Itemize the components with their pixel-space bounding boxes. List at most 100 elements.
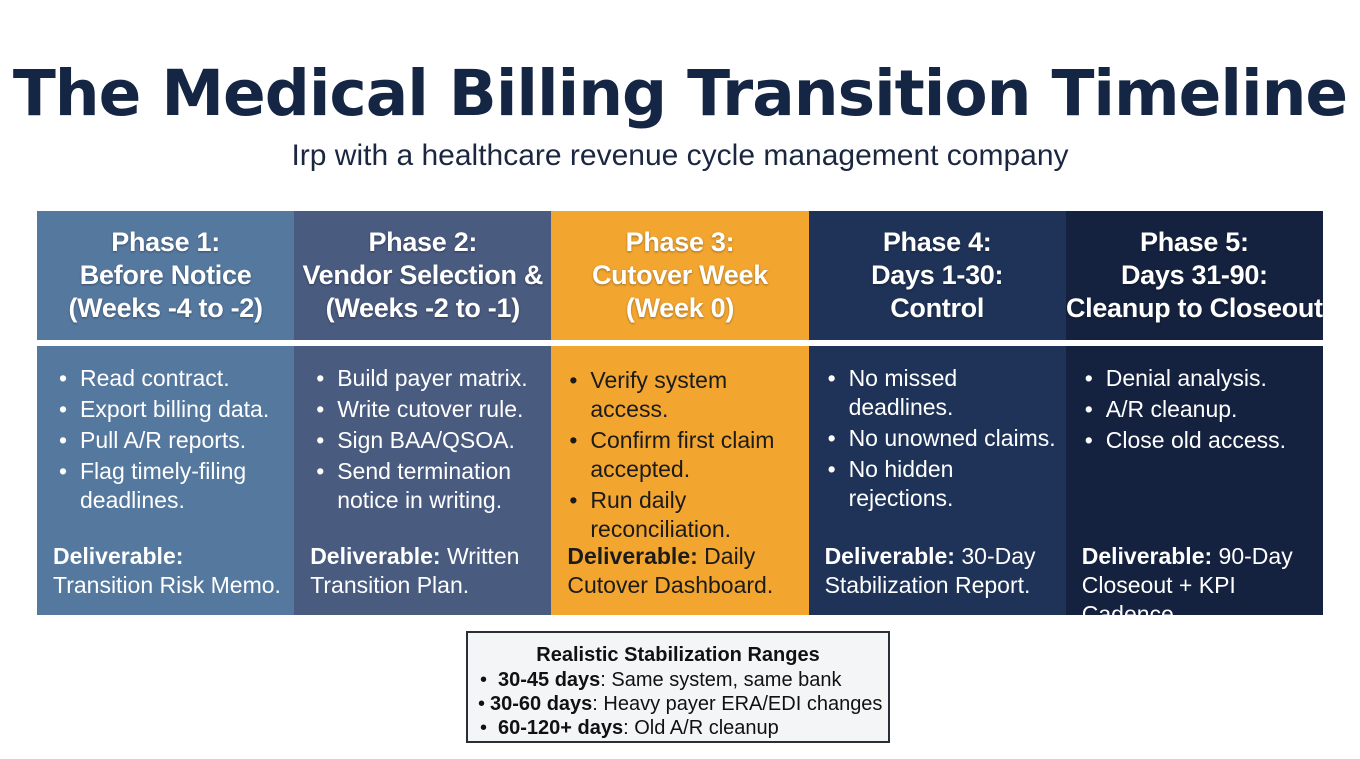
task-text: Close old access. <box>1105 427 1286 453</box>
bullet-icon: • <box>316 396 325 422</box>
range-item: • 30-60 days: Heavy payer ERA/EDI changes <box>478 692 882 716</box>
bullet-icon: • <box>316 427 325 453</box>
task-text: No hidden rejections. <box>848 456 954 511</box>
phase-header-line: Phase 5: <box>1140 227 1249 257</box>
phase-header-line: Days 31-90: <box>1120 260 1268 290</box>
phase-timeline-table: Phase 1: Before Notice (Weeks -4 to -2) … <box>37 211 1323 627</box>
phase-body-5: • Denial analysis. • A/R cleanup. • Close o… <box>1065 346 1323 627</box>
phase-column-2: Phase 2: Vendor Selection & (Weeks -2 to… <box>294 211 552 615</box>
range-text: : Old A/R cleanup <box>623 717 779 739</box>
task-list: • No missed deadlines. • No unowned claims… <box>828 364 1064 515</box>
phase-header-line: Control <box>890 293 985 323</box>
task-text: Read contract. <box>80 365 230 391</box>
phase-body-2: • Build payer matrix. • Write cutover rule… <box>294 346 552 615</box>
task-text: Export billing data. <box>80 396 270 422</box>
header-divider <box>294 340 552 346</box>
task-text: Pull A/R reports. <box>80 427 247 453</box>
task-list: • Verify system access. • Confirm first cl… <box>569 366 805 546</box>
range-item: • 60-120+ days: Old A/R cleanup <box>480 716 779 740</box>
deliverable-text: Daily Cutover Dashboard. <box>567 543 774 598</box>
task-item: • No hidden rejections. <box>828 455 1064 513</box>
range-value: 60-120+ days <box>498 717 624 739</box>
task-text: Denial analysis. <box>1105 365 1267 391</box>
task-text: Flag timely-filing deadlines. <box>80 458 247 513</box>
header-divider <box>808 340 1066 346</box>
task-item: • Denial analysis. <box>1085 364 1313 393</box>
phase-header-line: Phase 1: <box>111 227 220 257</box>
phase-header-line: Phase 3: <box>625 227 735 257</box>
phase-body-3: • Verify system access. • Confirm first cl… <box>551 346 809 615</box>
bullet-icon: • <box>480 669 488 691</box>
phase-column-1: Phase 1: Before Notice (Weeks -4 to -2) … <box>37 211 295 615</box>
phase-header-5: Phase 5: Days 31-90: Cleanup to Closeout <box>1065 211 1323 340</box>
task-text: Run daily reconciliation. <box>590 487 732 542</box>
header-divider <box>37 340 295 346</box>
task-item: • Confirm first claim accepted. <box>569 426 805 484</box>
bullet-icon: • <box>478 693 486 715</box>
bullet-icon: • <box>1084 427 1093 453</box>
phase-header-2: Phase 2: Vendor Selection & (Weeks -2 to… <box>294 211 552 340</box>
bullet-icon: • <box>827 456 836 482</box>
task-item: • No unowned claims. <box>828 424 1064 453</box>
phase-body-1: • Read contract. • Export billing data. • P… <box>37 346 295 615</box>
task-text: No missed deadlines. <box>848 365 958 420</box>
range-text: : Same system, same bank <box>600 669 842 691</box>
range-value: 30-45 days <box>498 669 601 691</box>
header-divider <box>551 340 809 346</box>
phase-header-line: (Weeks -4 to -2) <box>68 293 263 323</box>
deliverable-label: Deliverable: <box>53 543 184 569</box>
task-item: • Read contract. <box>59 364 287 393</box>
phase-header-4: Phase 4: Days 1-30: Control <box>808 211 1066 340</box>
deliverable-text: 90-Day Closeout + KPI Cadence. <box>1081 543 1293 627</box>
task-item: • Send termination notice in writing. <box>316 457 544 515</box>
bullet-icon: • <box>480 717 488 739</box>
task-item: • Run daily reconciliation. <box>569 486 805 544</box>
stabilization-ranges-box: Realistic Stabilization Ranges • 30-45 da… <box>466 631 890 743</box>
bullet-icon: • <box>569 427 578 453</box>
phase-body-4: • No missed deadlines. • No unowned claims… <box>808 346 1066 615</box>
range-text: : Heavy payer ERA/EDI changes <box>592 693 883 715</box>
phase-header-line: (Weeks -2 to -1) <box>325 293 521 323</box>
task-item: • Close old access. <box>1085 426 1313 455</box>
phase-header-line: Before Notice <box>79 260 252 290</box>
phase-header-3: Phase 3: Cutover Week (Week 0) <box>551 211 809 340</box>
deliverable: Deliverable: Written Transition Plan. <box>310 542 546 600</box>
page-subtitle: Irp with a healthcare revenue cycle mana… <box>291 139 1069 172</box>
task-item: • No missed deadlines. <box>828 364 1064 422</box>
deliverable: Deliverable: 90-Day Closeout + KPI Caden… <box>1082 542 1326 629</box>
phase-header-line: Phase 4: <box>882 227 992 257</box>
task-item: • Flag timely-filing deadlines. <box>59 457 287 515</box>
task-text: Write cutover rule. <box>337 396 524 422</box>
header-divider <box>1065 340 1323 346</box>
task-text: Verify system access. <box>590 367 728 422</box>
task-item: • Verify system access. <box>569 366 805 424</box>
deliverable-text: Transition Risk Memo. <box>53 572 281 598</box>
bullet-icon: • <box>569 487 578 513</box>
bullet-icon: • <box>827 425 836 451</box>
deliverable-label: Deliverable: <box>824 543 955 569</box>
deliverable: Deliverable: Daily Cutover Dashboard. <box>567 542 803 600</box>
task-list: • Read contract. • Export billing data. • P… <box>59 364 287 517</box>
phase-column-4: Phase 4: Days 1-30: Control • No missed d… <box>808 211 1066 615</box>
deliverable-label: Deliverable: <box>567 543 698 569</box>
bullet-icon: • <box>827 365 836 391</box>
bullet-icon: • <box>1084 396 1093 422</box>
bullet-icon: • <box>316 365 325 391</box>
phase-header-line: Days 1-30: <box>871 260 1004 290</box>
phase-header-line: Cleanup to Closeout <box>1065 293 1323 323</box>
task-item: • Write cutover rule. <box>316 395 544 424</box>
phase-header-line: Cutover Week <box>591 260 768 290</box>
task-text: Sign BAA/QSOA. <box>337 427 515 453</box>
deliverable-text: 30-Day Stabilization Report. <box>824 543 1036 598</box>
task-item: • Sign BAA/QSOA. <box>316 426 544 455</box>
task-text: No unowned claims. <box>848 425 1056 451</box>
task-list: • Build payer matrix. • Write cutover rule… <box>316 364 544 517</box>
task-text: Send termination notice in writing. <box>337 458 512 513</box>
task-text: A/R cleanup. <box>1105 396 1238 422</box>
bullet-icon: • <box>59 365 68 391</box>
page-title: The Medical Billing Transition Timeline <box>12 57 1348 130</box>
phase-column-3: Phase 3: Cutover Week (Week 0) • Verify s… <box>551 211 809 615</box>
bullet-icon: • <box>59 427 68 453</box>
task-text: Build payer matrix. <box>337 365 528 391</box>
range-value: 30-60 days <box>490 693 593 715</box>
